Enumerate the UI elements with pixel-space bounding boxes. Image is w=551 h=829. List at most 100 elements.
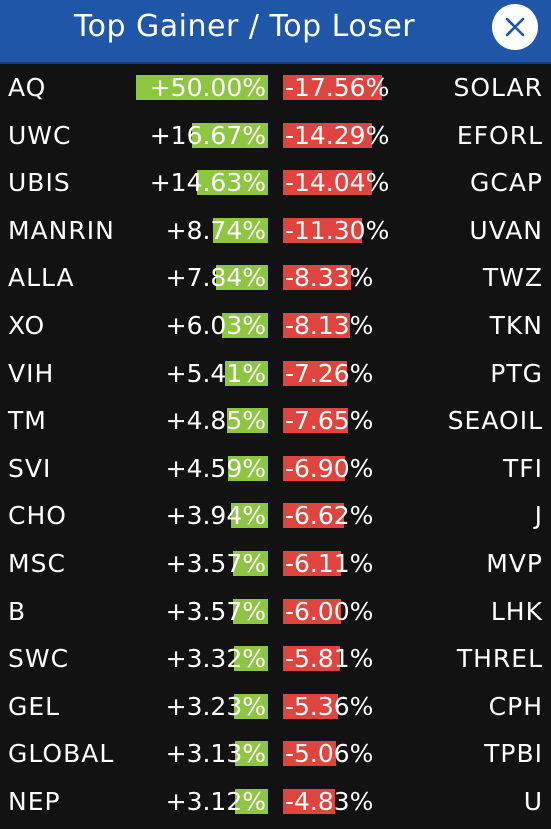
gainer-change: +3.57% xyxy=(130,590,268,638)
loser-bar xyxy=(283,550,341,576)
list-row[interactable]: MSC +3.57% -6.11% MVP xyxy=(0,542,551,590)
loser-symbol[interactable]: J xyxy=(534,501,543,531)
gainer-bar xyxy=(234,646,268,672)
loser-percent: -11.30% xyxy=(285,215,390,245)
gainer-symbol[interactable]: B xyxy=(8,596,27,626)
gainer-bar xyxy=(228,455,268,481)
list-row[interactable]: CHO +3.94% -6.62% J xyxy=(0,494,551,542)
gainer-symbol[interactable]: SVI xyxy=(8,453,52,483)
loser-symbol[interactable]: UVAN xyxy=(469,215,543,245)
gainer-change: +50.00% xyxy=(130,66,268,114)
loser-bar xyxy=(283,646,340,672)
gainer-symbol[interactable]: XO xyxy=(8,310,46,340)
gainer-symbol[interactable]: UWC xyxy=(8,120,72,150)
loser-symbol[interactable]: SOLAR xyxy=(453,73,543,102)
loser-bar xyxy=(283,408,348,434)
list-row[interactable]: B +3.57% -6.00% LHK xyxy=(0,590,551,638)
loser-change: -6.11% xyxy=(283,542,413,590)
gainer-change: +5.41% xyxy=(130,352,268,400)
gainer-symbol[interactable]: VIH xyxy=(8,358,55,388)
gainer-bar xyxy=(235,741,268,767)
gainer-percent: +4.59% xyxy=(165,453,266,483)
gainer-symbol[interactable]: ALLA xyxy=(8,263,75,293)
gainer-change: +7.84% xyxy=(130,256,268,304)
loser-change: -8.33% xyxy=(283,256,413,304)
gainer-bar xyxy=(136,75,268,100)
list-row[interactable]: NEP +3.12% -4.83% U xyxy=(0,780,551,828)
gainer-symbol[interactable]: UBIS xyxy=(8,168,71,198)
gainer-percent: +7.84% xyxy=(165,263,266,293)
gainer-bar xyxy=(197,170,268,196)
gainer-percent: +5.41% xyxy=(165,358,266,388)
loser-symbol[interactable]: TKN xyxy=(489,310,543,340)
gainer-symbol[interactable]: MSC xyxy=(8,548,66,578)
list-row[interactable]: SVI +4.59% -6.90% TFI xyxy=(0,447,551,495)
loser-bar xyxy=(283,312,350,338)
loser-percent: -6.00% xyxy=(285,596,374,626)
list-row[interactable]: UBIS +14.63% -14.04% GCAP xyxy=(0,161,551,209)
gainer-percent: +3.13% xyxy=(165,739,266,769)
gainer-percent: +8.74% xyxy=(165,215,266,245)
gainer-symbol[interactable]: GLOBAL xyxy=(8,739,115,769)
list-row[interactable]: TM +4.85% -7.65% SEAOIL xyxy=(0,399,551,447)
loser-percent: -8.33% xyxy=(285,263,374,293)
loser-percent: -14.29% xyxy=(285,120,390,150)
gainer-change: +4.59% xyxy=(130,447,268,495)
loser-change: -7.26% xyxy=(283,352,413,400)
loser-symbol[interactable]: LHK xyxy=(490,596,543,626)
gainer-symbol[interactable]: SWC xyxy=(8,644,70,674)
loser-change: -6.00% xyxy=(283,590,413,638)
list-row[interactable]: SWC +3.32% -5.81% THREL xyxy=(0,637,551,685)
list-row[interactable]: VIH +5.41% -7.26% PTG xyxy=(0,352,551,400)
loser-symbol[interactable]: TPBI xyxy=(484,739,543,769)
list-row[interactable]: AQ +50.00% -17.56% SOLAR xyxy=(0,66,551,114)
list-row[interactable]: ALLA +7.84% -8.33% TWZ xyxy=(0,256,551,304)
gainer-symbol[interactable]: TM xyxy=(8,406,47,436)
loser-change: -11.30% xyxy=(283,209,413,257)
gainer-symbol[interactable]: MANRIN xyxy=(8,215,115,245)
gainer-change: +3.13% xyxy=(130,732,268,780)
loser-change: -14.29% xyxy=(283,114,413,162)
list-row[interactable]: XO +6.03% -8.13% TKN xyxy=(0,304,551,352)
loser-symbol[interactable]: GCAP xyxy=(469,168,543,198)
loser-percent: -14.04% xyxy=(285,168,390,198)
loser-change: -5.06% xyxy=(283,732,413,780)
loser-symbol[interactable]: U xyxy=(523,786,543,816)
close-button[interactable] xyxy=(492,4,538,50)
loser-percent: -8.13% xyxy=(285,310,374,340)
loser-percent: -4.83% xyxy=(285,786,374,816)
loser-percent: -6.90% xyxy=(285,453,374,483)
gainer-change: +4.85% xyxy=(130,399,268,447)
gainer-symbol[interactable]: AQ xyxy=(8,73,47,102)
loser-bar xyxy=(283,360,347,386)
gainer-bar xyxy=(233,598,268,624)
gainer-symbol[interactable]: GEL xyxy=(8,691,61,721)
list-row[interactable]: MANRIN +8.74% -11.30% UVAN xyxy=(0,209,551,257)
list-row[interactable]: GEL +3.23% -5.36% CPH xyxy=(0,685,551,733)
loser-symbol[interactable]: EFORL xyxy=(456,120,543,150)
loser-symbol[interactable]: PTG xyxy=(490,358,543,388)
loser-bar xyxy=(283,455,345,481)
list-row[interactable]: UWC +16.67% -14.29% EFORL xyxy=(0,114,551,162)
gainer-change: +3.32% xyxy=(130,637,268,685)
close-icon xyxy=(505,17,525,37)
gainer-percent: +3.23% xyxy=(165,691,266,721)
gainer-percent: +3.32% xyxy=(165,644,266,674)
loser-change: -17.56% xyxy=(283,66,413,114)
loser-symbol[interactable]: CPH xyxy=(488,691,543,721)
gainer-symbol[interactable]: NEP xyxy=(8,786,61,816)
loser-change: -4.83% xyxy=(283,780,413,828)
loser-symbol[interactable]: THREL xyxy=(456,644,543,674)
list-row[interactable]: GLOBAL +3.13% -5.06% TPBI xyxy=(0,732,551,780)
loser-symbol[interactable]: TWZ xyxy=(482,263,543,293)
gainer-change: +6.03% xyxy=(130,304,268,352)
loser-bar xyxy=(283,265,351,291)
gainer-symbol[interactable]: CHO xyxy=(8,501,67,531)
loser-symbol[interactable]: MVP xyxy=(486,548,543,578)
loser-bar xyxy=(283,217,362,243)
loser-symbol[interactable]: TFI xyxy=(502,453,543,483)
loser-change: -14.04% xyxy=(283,161,413,209)
loser-symbol[interactable]: SEAOIL xyxy=(447,406,543,436)
gainer-bar xyxy=(225,360,268,386)
loser-change: -5.36% xyxy=(283,685,413,733)
